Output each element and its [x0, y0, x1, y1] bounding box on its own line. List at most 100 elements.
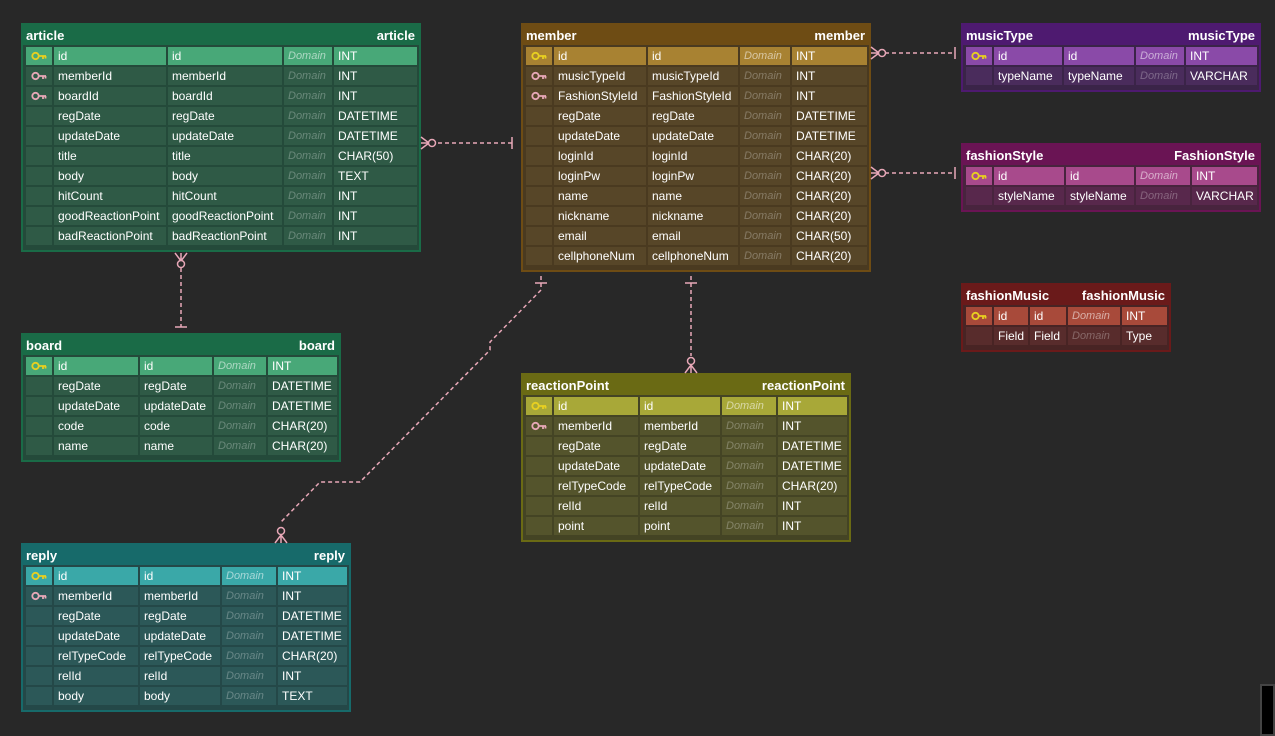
primary-key-row[interactable]: id id Domain INT	[966, 307, 1167, 325]
column-row[interactable]: relTypeCode relTypeCode Domain CHAR(20)	[26, 647, 347, 667]
column-row[interactable]: hitCount hitCount Domain INT	[26, 187, 417, 207]
column-row[interactable]: nickname nickname Domain CHAR(20)	[526, 207, 867, 227]
column-row[interactable]: updateDate updateDate Domain DATETIME	[26, 127, 417, 147]
column-logical-name: updateDate	[54, 397, 138, 415]
column-type: CHAR(20)	[778, 477, 847, 495]
column-physical-name: regDate	[140, 377, 212, 395]
column-row[interactable]: body body Domain TEXT	[26, 167, 417, 187]
column-domain: Domain	[284, 67, 332, 85]
column-row[interactable]: body body Domain TEXT	[26, 687, 347, 707]
table-logical-name: board	[26, 337, 63, 353]
table-header[interactable]: reply reply	[23, 545, 349, 565]
column-physical-name: updateDate	[648, 127, 738, 145]
primary-key-row[interactable]: id id Domain INT	[26, 47, 417, 65]
primary-key-row[interactable]: id id Domain INT	[526, 397, 847, 415]
column-row[interactable]: updateDate updateDate Domain DATETIME	[526, 457, 847, 477]
column-type: DATETIME	[334, 127, 417, 145]
table-header[interactable]: fashionMusic fashionMusic	[963, 285, 1169, 305]
primary-key-row[interactable]: id id Domain INT	[966, 167, 1257, 185]
column-type: DATETIME	[278, 627, 347, 645]
key-icon-slot	[26, 207, 52, 225]
column-physical-name: nickname	[648, 207, 738, 225]
column-row[interactable]: name name Domain CHAR(20)	[26, 437, 337, 457]
column-type: DATETIME	[278, 607, 347, 625]
column-row[interactable]: code code Domain CHAR(20)	[26, 417, 337, 437]
column-physical-name: relTypeCode	[640, 477, 720, 495]
column-domain: Domain	[284, 107, 332, 125]
column-physical-name: cellphoneNum	[648, 247, 738, 265]
table-header[interactable]: article article	[23, 25, 419, 45]
column-domain: Domain	[722, 497, 776, 515]
column-row[interactable]: regDate regDate Domain DATETIME	[526, 107, 867, 127]
table-musicType[interactable]: musicType musicType id id Domain INT typeName t…	[961, 23, 1261, 92]
column-row[interactable]: relId relId Domain INT	[526, 497, 847, 517]
column-row[interactable]: regDate regDate Domain DATETIME	[26, 107, 417, 127]
key-icon-slot	[26, 187, 52, 205]
column-row[interactable]: point point Domain INT	[526, 517, 847, 537]
table-board[interactable]: board board id id Domain INT regDate regDate Dom…	[21, 333, 341, 462]
column-physical-name: memberId	[168, 67, 282, 85]
column-type: INT	[778, 497, 847, 515]
column-row[interactable]: regDate regDate Domain DATETIME	[26, 377, 337, 397]
column-physical-name: hitCount	[168, 187, 282, 205]
column-row[interactable]: goodReactionPoint goodReactionPoint Domain…	[26, 207, 417, 227]
column-row[interactable]: name name Domain CHAR(20)	[526, 187, 867, 207]
column-row[interactable]: memberId memberId Domain INT	[526, 417, 847, 437]
column-row[interactable]: regDate regDate Domain DATETIME	[526, 437, 847, 457]
table-fashionStyle[interactable]: fashionStyle FashionStyle id id Domain INT sty…	[961, 143, 1261, 212]
primary-key-row[interactable]: id id Domain INT	[966, 47, 1257, 65]
column-row[interactable]: updateDate updateDate Domain DATETIME	[26, 627, 347, 647]
column-logical-name: id	[994, 167, 1064, 185]
column-physical-name: id	[1066, 167, 1134, 185]
primary-key-row[interactable]: id id Domain INT	[526, 47, 867, 65]
table-header[interactable]: member member	[523, 25, 869, 45]
table-reactionPoint[interactable]: reactionPoint reactionPoint id id Domain INT m…	[521, 373, 851, 542]
column-domain: Domain	[740, 107, 790, 125]
column-row[interactable]: badReactionPoint badReactionPoint Domain IN…	[26, 227, 417, 247]
column-row[interactable]: relTypeCode relTypeCode Domain CHAR(20)	[526, 477, 847, 497]
column-row[interactable]: email email Domain CHAR(50)	[526, 227, 867, 247]
column-domain: Domain	[722, 457, 776, 475]
table-header[interactable]: reactionPoint reactionPoint	[523, 375, 849, 395]
column-row[interactable]: styleName styleName Domain VARCHAR	[966, 187, 1257, 207]
column-row[interactable]: FashionStyleId FashionStyleId Domain INT	[526, 87, 867, 107]
column-logical-name: relTypeCode	[554, 477, 638, 495]
column-row[interactable]: title title Domain CHAR(50)	[26, 147, 417, 167]
column-row[interactable]: regDate regDate Domain DATETIME	[26, 607, 347, 627]
table-header[interactable]: fashionStyle FashionStyle	[963, 145, 1259, 165]
column-row[interactable]: Field Field Domain Type	[966, 327, 1167, 347]
table-article[interactable]: article article id id Domain INT memberId membe…	[21, 23, 421, 252]
table-header[interactable]: board board	[23, 335, 339, 355]
key-icon-slot	[526, 227, 552, 245]
column-physical-name: relId	[640, 497, 720, 515]
table-fashionMusic[interactable]: fashionMusic fashionMusic id id Domain INT Fie…	[961, 283, 1171, 352]
column-row[interactable]: relId relId Domain INT	[26, 667, 347, 687]
column-type: DATETIME	[334, 107, 417, 125]
column-type: DATETIME	[792, 127, 867, 145]
column-row[interactable]: updateDate updateDate Domain DATETIME	[526, 127, 867, 147]
column-type: INT	[778, 417, 847, 435]
column-row[interactable]: updateDate updateDate Domain DATETIME	[26, 397, 337, 417]
table-header[interactable]: musicType musicType	[963, 25, 1259, 45]
column-row[interactable]: memberId memberId Domain INT	[26, 67, 417, 87]
column-row[interactable]: typeName typeName Domain VARCHAR	[966, 67, 1257, 87]
column-row[interactable]: boardId boardId Domain INT	[26, 87, 417, 107]
column-row[interactable]: loginId loginId Domain CHAR(20)	[526, 147, 867, 167]
column-domain: Domain	[1068, 327, 1120, 345]
column-row[interactable]: cellphoneNum cellphoneNum Domain CHAR(20)	[526, 247, 867, 267]
column-physical-name: loginPw	[648, 167, 738, 185]
column-physical-name: relId	[140, 667, 220, 685]
column-logical-name: code	[54, 417, 138, 435]
minimap-widget[interactable]	[1260, 684, 1275, 736]
column-logical-name: body	[54, 687, 138, 705]
column-row[interactable]: musicTypeId musicTypeId Domain INT	[526, 67, 867, 87]
primary-key-row[interactable]: id id Domain INT	[26, 357, 337, 375]
column-physical-name: updateDate	[168, 127, 282, 145]
column-row[interactable]: loginPw loginPw Domain CHAR(20)	[526, 167, 867, 187]
column-row[interactable]: memberId memberId Domain INT	[26, 587, 347, 607]
table-reply[interactable]: reply reply id id Domain INT memberId memberId D…	[21, 543, 351, 712]
column-logical-name: regDate	[54, 107, 166, 125]
primary-key-row[interactable]: id id Domain INT	[26, 567, 347, 585]
table-member[interactable]: member member id id Domain INT musicTypeId musi…	[521, 23, 871, 272]
